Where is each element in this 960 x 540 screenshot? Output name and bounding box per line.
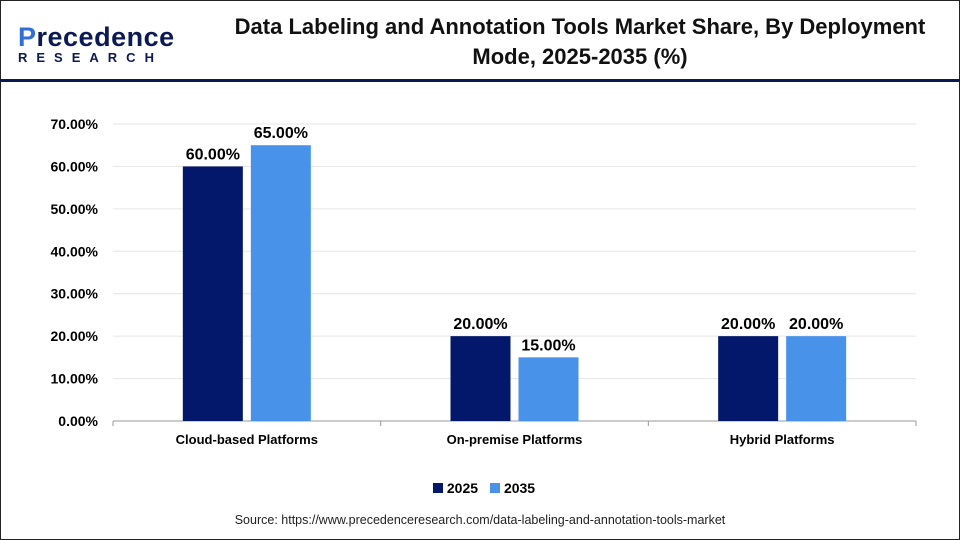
logo-text: recedence bbox=[36, 22, 175, 52]
x-tick-label: On-premise Platforms bbox=[447, 432, 583, 447]
data-label: 60.00% bbox=[186, 146, 240, 163]
data-label: 20.00% bbox=[789, 316, 843, 333]
y-tick-label: 10.00% bbox=[51, 371, 99, 387]
logo: Precedence RESEARCH bbox=[18, 22, 175, 65]
y-tick-label: 20.00% bbox=[51, 328, 99, 344]
y-tick-label: 0.00% bbox=[58, 413, 98, 429]
legend: 2025 2035 bbox=[0, 479, 960, 496]
bar-2025 bbox=[718, 336, 779, 421]
y-tick-label: 70.00% bbox=[51, 116, 99, 132]
y-tick-label: 50.00% bbox=[51, 201, 99, 217]
y-tick-label: 40.00% bbox=[51, 243, 99, 259]
legend-label-2025: 2025 bbox=[446, 480, 479, 497]
legend-swatch-2025 bbox=[432, 483, 443, 494]
legend-swatch-2035 bbox=[489, 483, 500, 494]
logo-subtext: RESEARCH bbox=[18, 50, 163, 65]
y-tick-label: 30.00% bbox=[51, 286, 99, 302]
bar-2025 bbox=[182, 166, 243, 421]
data-label: 65.00% bbox=[254, 125, 308, 142]
source-note: Source: https://www.precedenceresearch.c… bbox=[234, 513, 726, 527]
x-tick-label: Hybrid Platforms bbox=[730, 432, 835, 447]
bar-2025 bbox=[450, 336, 511, 421]
chart-title: Data Labeling and Annotation Tools Marke… bbox=[234, 14, 926, 69]
bar-2035 bbox=[250, 145, 311, 421]
y-tick-label: 60.00% bbox=[51, 158, 99, 174]
legend-label-2035: 2035 bbox=[503, 480, 536, 497]
logo-initial: P bbox=[18, 22, 37, 52]
bar-2035 bbox=[786, 336, 847, 421]
data-label: 20.00% bbox=[453, 316, 507, 333]
header: Precedence RESEARCH Data Labeling and An… bbox=[0, 0, 960, 82]
x-tick-label: Cloud-based Platforms bbox=[176, 432, 318, 447]
bar-2035 bbox=[518, 357, 579, 421]
data-label: 20.00% bbox=[721, 316, 775, 333]
data-label: 15.00% bbox=[521, 337, 575, 354]
